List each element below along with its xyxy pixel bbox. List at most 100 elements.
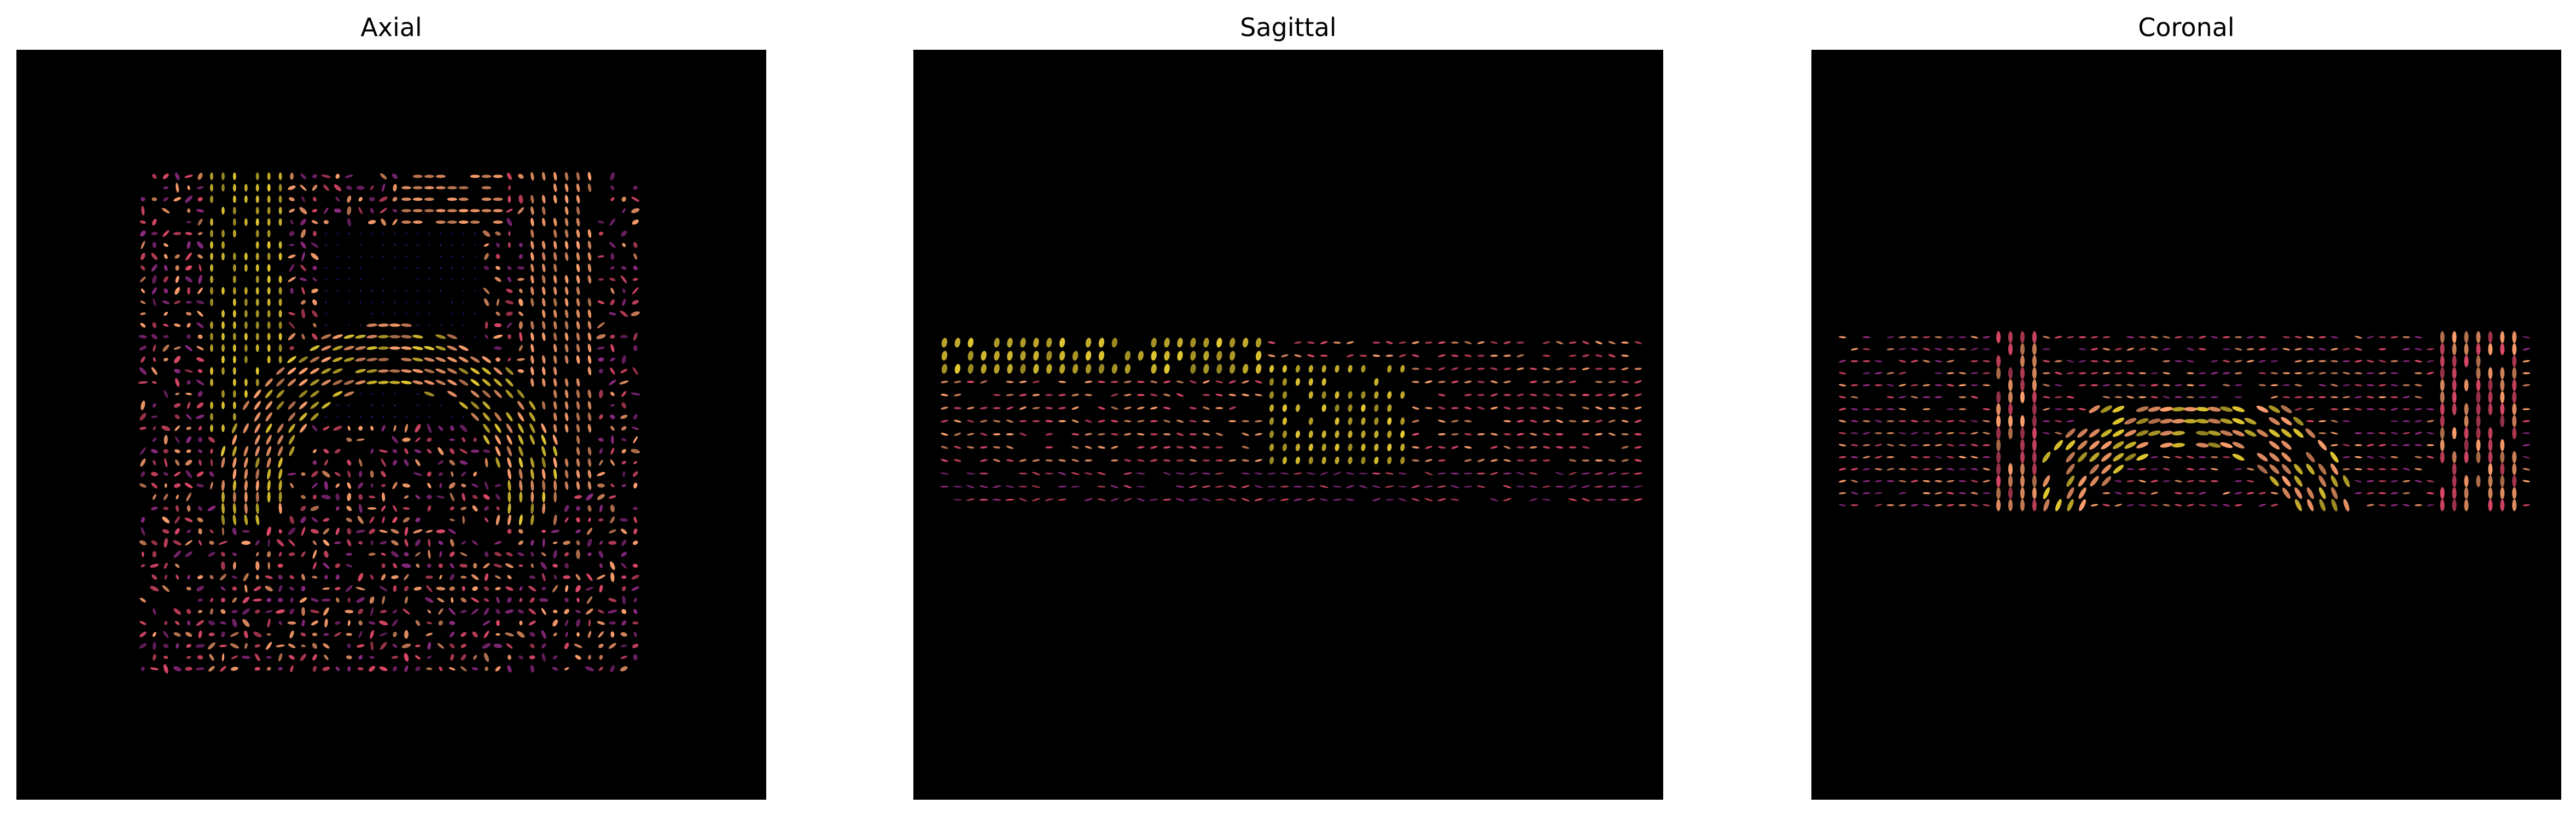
- tensor-glyph: [2306, 336, 2315, 339]
- tensor-glyph: [412, 197, 423, 201]
- tensor-glyph: [198, 275, 202, 284]
- tensor-glyph: [993, 458, 1001, 462]
- tensor-glyph: [312, 575, 318, 579]
- tensor-glyph: [1621, 393, 1629, 397]
- tensor-glyph: [1045, 394, 1053, 397]
- tensor-glyph: [2268, 405, 2281, 413]
- tensor-glyph: [1149, 498, 1158, 501]
- tensor-glyph: [1983, 468, 1990, 471]
- tensor-glyph: [1374, 417, 1379, 425]
- tensor-glyph: [417, 278, 419, 281]
- tensor-glyph: [2390, 444, 2398, 446]
- tensor-glyph: [1175, 472, 1185, 475]
- tensor-glyph: [380, 541, 387, 545]
- tensor-glyph: [325, 324, 328, 327]
- tensor-glyph: [301, 574, 305, 581]
- tensor-glyph: [2187, 504, 2194, 507]
- tensor-glyph: [1850, 444, 1858, 446]
- tensor-glyph: [597, 471, 605, 476]
- tensor-glyph: [553, 424, 557, 433]
- tensor-glyph: [277, 598, 283, 603]
- tensor-glyph: [278, 503, 282, 514]
- tensor-glyph: [415, 620, 421, 626]
- tensor-glyph: [954, 446, 961, 449]
- tensor-glyph: [461, 597, 467, 603]
- tensor-glyph: [300, 505, 306, 511]
- tensor-glyph: [185, 632, 193, 637]
- tensor-glyph: [482, 449, 490, 453]
- tensor-glyph: [620, 644, 627, 648]
- tensor-glyph: [1996, 391, 2001, 404]
- tensor-glyph: [461, 541, 467, 545]
- tensor-glyph: [1308, 430, 1313, 438]
- tensor-glyph: [1910, 480, 1919, 483]
- tensor-glyph: [151, 264, 158, 272]
- tensor-glyph: [1621, 420, 1629, 423]
- tensor-glyph: [1898, 360, 1907, 363]
- tensor-glyph: [324, 459, 328, 466]
- tensor-glyph: [2199, 336, 2206, 339]
- tensor-glyph: [1345, 472, 1355, 475]
- tensor-glyph: [1215, 433, 1223, 436]
- tensor-glyph: [1959, 336, 1967, 339]
- tensor-glyph: [1569, 354, 1577, 357]
- tensor-glyph: [2077, 428, 2088, 438]
- tensor-glyph: [2042, 336, 2050, 339]
- tensor-glyph: [289, 608, 295, 615]
- tensor-glyph: [632, 219, 639, 225]
- tensor-glyph: [2522, 420, 2531, 422]
- tensor-glyph: [482, 390, 491, 398]
- tensor-glyph: [232, 172, 236, 181]
- tensor-glyph: [632, 471, 638, 477]
- tensor-glyph: [2066, 408, 2074, 410]
- tensor-glyph: [323, 633, 329, 636]
- tensor-glyph: [2367, 504, 2374, 507]
- tensor-glyph: [496, 311, 500, 316]
- tensor-glyph: [516, 358, 525, 361]
- tensor-glyph: [621, 551, 627, 557]
- tensor-glyph: [221, 367, 225, 375]
- tensor-glyph: [266, 526, 271, 537]
- tensor-glyph: [139, 597, 146, 603]
- tensor-glyph: [255, 184, 259, 192]
- tensor-glyph: [1910, 384, 1919, 387]
- tensor-glyph: [458, 368, 469, 374]
- tensor-glyph: [1346, 485, 1355, 488]
- tensor-glyph: [1032, 380, 1040, 383]
- tensor-glyph: [1922, 396, 1931, 398]
- tensor-glyph: [495, 446, 501, 457]
- tensor-glyph: [2522, 480, 2531, 482]
- tensor-glyph: [1464, 341, 1472, 345]
- tensor-glyph: [2426, 371, 2434, 375]
- tensor-glyph: [2211, 371, 2218, 375]
- tensor-glyph: [1910, 456, 1919, 458]
- tensor-glyph: [598, 518, 604, 522]
- tensor-glyph: [542, 538, 545, 548]
- tensor-glyph: [185, 276, 193, 283]
- tensor-glyph: [1242, 446, 1249, 449]
- tensor-glyph: [1241, 498, 1250, 502]
- tensor-glyph: [1254, 498, 1263, 502]
- tensor-glyph: [440, 289, 442, 292]
- tensor-glyph: [1464, 485, 1472, 488]
- tensor-glyph: [2367, 372, 2374, 375]
- tensor-glyph: [462, 312, 465, 315]
- tensor-glyph: [289, 446, 295, 456]
- tensor-glyph: [2032, 391, 2037, 404]
- tensor-glyph: [1045, 446, 1053, 449]
- tensor-glyph: [1922, 456, 1931, 458]
- tensor-glyph: [609, 380, 616, 386]
- tensor-glyph: [389, 323, 400, 327]
- tensor-glyph: [2258, 384, 2266, 387]
- tensor-glyph: [164, 435, 168, 445]
- tensor-glyph: [1136, 485, 1145, 488]
- tensor-glyph: [553, 344, 557, 353]
- tensor-glyph: [2464, 487, 2469, 499]
- tensor-glyph: [321, 334, 331, 340]
- tensor-glyph: [321, 494, 331, 499]
- tensor-glyph: [2220, 430, 2233, 436]
- tensor-glyph: [1898, 468, 1907, 470]
- tensor-glyph: [610, 631, 615, 638]
- tensor-glyph: [1308, 378, 1313, 386]
- tensor-glyph: [1268, 341, 1275, 344]
